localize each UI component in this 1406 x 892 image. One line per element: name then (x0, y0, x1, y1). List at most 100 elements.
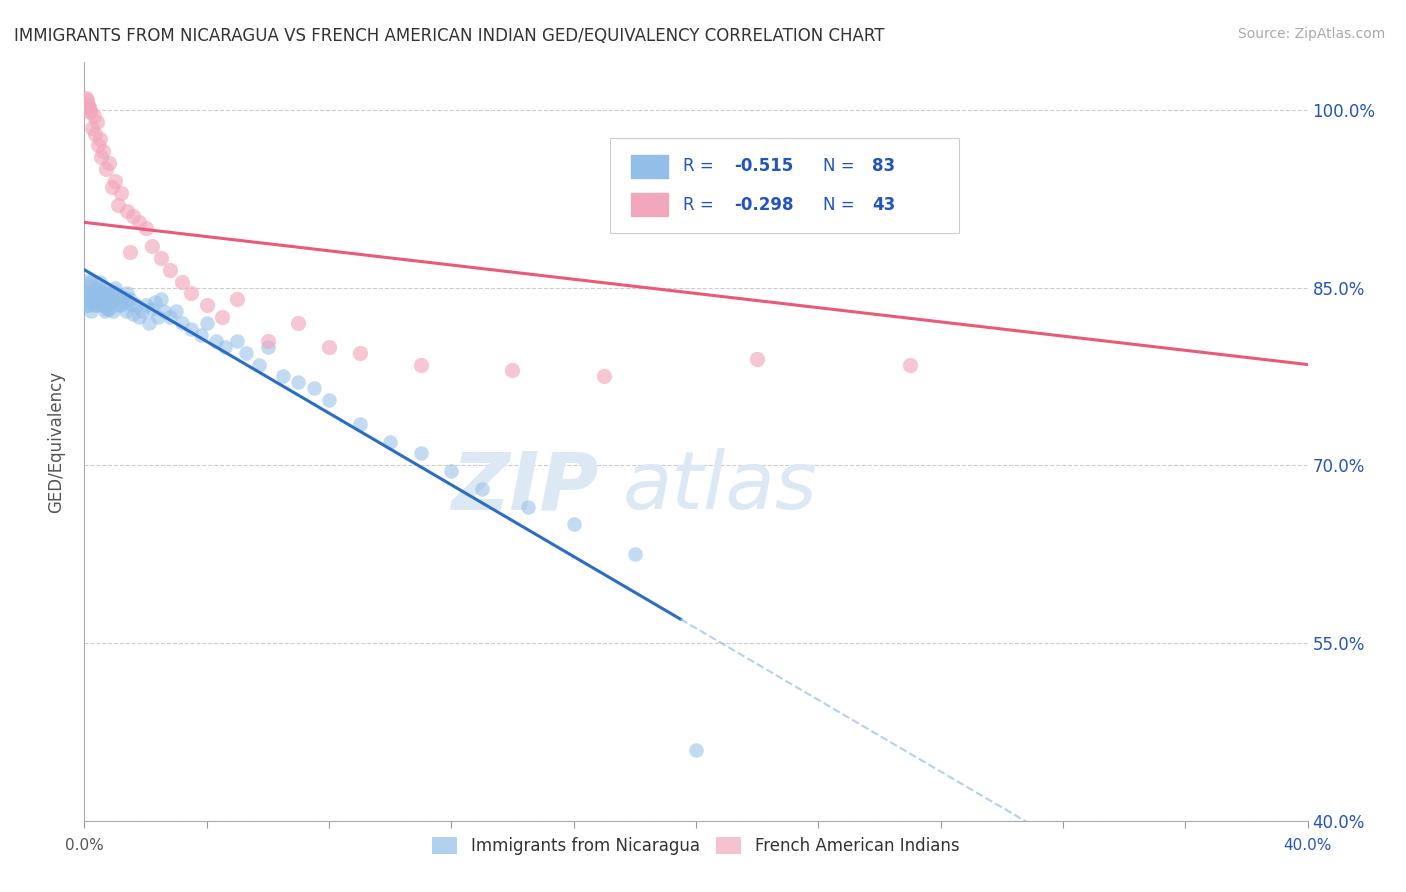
Text: atlas: atlas (623, 448, 817, 526)
Point (79, 103, 101, 117)
Point (91, 290, 114, 304)
Point (96, 301, 118, 316)
Point (77, 99, 100, 113)
Point (93, 286, 115, 301)
Point (287, 316, 309, 330)
Point (271, 369, 294, 384)
Text: Source: ZipAtlas.com: Source: ZipAtlas.com (1237, 27, 1385, 41)
Text: 40.0%: 40.0% (1284, 838, 1331, 854)
Point (87, 286, 110, 301)
Point (120, 244, 142, 259)
Point (349, 345, 371, 359)
Point (149, 251, 172, 265)
Point (440, 464, 463, 478)
Point (89, 275, 111, 289)
Point (75, 286, 97, 301)
Point (110, 186, 132, 200)
Text: R =: R = (682, 158, 718, 176)
Point (96, 294, 118, 309)
Point (91, 298, 114, 312)
Point (562, 517, 585, 532)
Point (122, 307, 145, 321)
Point (120, 293, 142, 307)
Point (76, 293, 98, 307)
Point (165, 304, 187, 318)
Point (195, 316, 218, 330)
Point (159, 262, 181, 277)
Point (104, 280, 127, 294)
Text: 43: 43 (872, 196, 896, 214)
Y-axis label: GED/Equivalency: GED/Equivalency (48, 370, 66, 513)
Point (83, 294, 105, 309)
Text: R =: R = (682, 196, 718, 214)
Point (135, 298, 157, 312)
Point (121, 298, 143, 312)
Point (89, 293, 111, 307)
Point (98, 294, 121, 309)
Point (593, 369, 616, 384)
Point (76, 294, 98, 309)
Point (97, 286, 120, 301)
Point (80, 120, 103, 135)
Point (79, 105, 101, 120)
Point (226, 334, 249, 348)
Point (97, 293, 120, 307)
Point (86, 114, 108, 128)
Point (90, 150, 112, 164)
Point (135, 221, 157, 235)
Point (107, 197, 129, 211)
Point (318, 393, 340, 408)
Point (75, 286, 97, 301)
Bar (631, 194, 668, 216)
Point (235, 345, 257, 359)
Point (257, 340, 280, 354)
Point (898, 358, 921, 372)
Point (87, 290, 110, 304)
Point (349, 417, 371, 431)
Point (122, 210, 145, 224)
Point (98, 301, 121, 316)
Point (80, 293, 103, 307)
Point (79, 286, 101, 301)
Text: ZIP: ZIP (451, 448, 598, 526)
Point (103, 304, 125, 318)
Point (115, 286, 138, 301)
Point (302, 381, 325, 395)
Point (91, 298, 114, 312)
Point (77, 298, 100, 312)
Point (104, 174, 127, 188)
Legend: Immigrants from Nicaragua, French American Indians: Immigrants from Nicaragua, French Americ… (426, 830, 966, 862)
Point (247, 358, 270, 372)
Point (195, 298, 218, 312)
Point (101, 286, 124, 301)
Point (747, 351, 769, 366)
Point (76, 96, 98, 111)
Point (114, 304, 136, 318)
Point (685, 742, 707, 756)
Point (125, 298, 148, 312)
Text: -0.515: -0.515 (734, 158, 793, 176)
Point (624, 547, 647, 561)
Point (100, 293, 122, 307)
Point (91, 145, 114, 159)
Point (141, 239, 163, 253)
Point (226, 293, 249, 307)
Point (287, 376, 309, 390)
Point (409, 446, 432, 460)
Point (180, 322, 202, 336)
Point (84, 283, 107, 297)
Bar (631, 155, 668, 178)
Point (180, 286, 202, 301)
Point (105, 286, 128, 301)
Point (86, 298, 108, 312)
Point (471, 482, 494, 496)
Point (77, 278, 100, 293)
Text: 83: 83 (872, 158, 896, 176)
Point (110, 298, 132, 312)
Point (101, 179, 124, 194)
Text: -0.298: -0.298 (734, 196, 793, 214)
Point (112, 294, 135, 309)
Point (141, 301, 163, 316)
Point (108, 293, 131, 307)
Point (211, 310, 233, 325)
